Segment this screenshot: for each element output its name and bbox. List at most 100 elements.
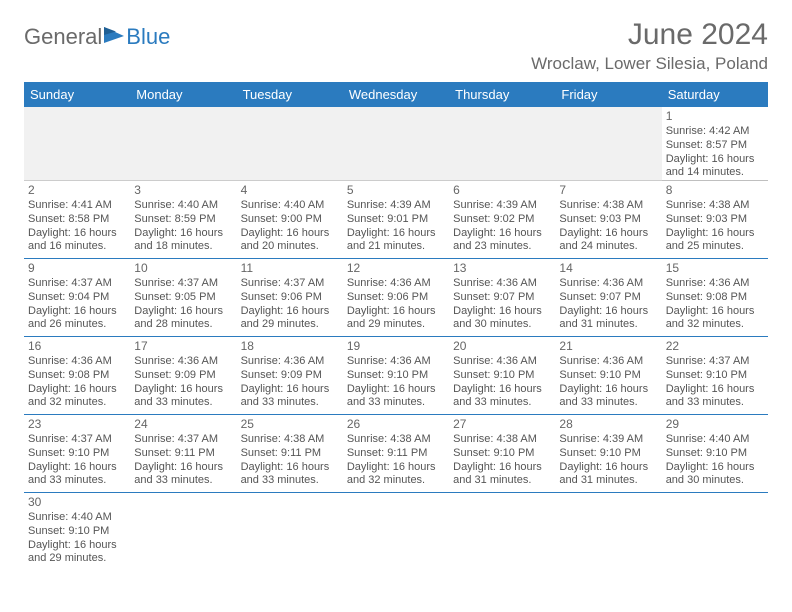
calendar-week-row: 23Sunrise: 4:37 AMSunset: 9:10 PMDayligh… — [24, 415, 768, 493]
daylight-text: Daylight: 16 hours — [28, 305, 126, 319]
sunrise-text: Sunrise: 4:37 AM — [134, 277, 232, 291]
day-number: 24 — [134, 417, 232, 432]
calendar-cell: 16Sunrise: 4:36 AMSunset: 9:08 PMDayligh… — [24, 337, 130, 415]
sunset-text: Sunset: 9:07 PM — [559, 291, 657, 305]
calendar-cell: 1Sunrise: 4:42 AMSunset: 8:57 PMDaylight… — [662, 107, 768, 181]
calendar-week-row: 1Sunrise: 4:42 AMSunset: 8:57 PMDaylight… — [24, 107, 768, 181]
calendar-cell: 13Sunrise: 4:36 AMSunset: 9:07 PMDayligh… — [449, 259, 555, 337]
daylight-text: Daylight: 16 hours — [241, 461, 339, 475]
sunrise-text: Sunrise: 4:36 AM — [347, 355, 445, 369]
day-number: 5 — [347, 183, 445, 198]
sunrise-text: Sunrise: 4:40 AM — [28, 511, 126, 525]
sunset-text: Sunset: 9:07 PM — [453, 291, 551, 305]
calendar-cell: 4Sunrise: 4:40 AMSunset: 9:00 PMDaylight… — [237, 181, 343, 259]
daylight-text: and 23 minutes. — [453, 240, 551, 254]
daylight-text: and 18 minutes. — [134, 240, 232, 254]
daylight-text: Daylight: 16 hours — [28, 539, 126, 553]
sunset-text: Sunset: 8:58 PM — [28, 213, 126, 227]
daylight-text: and 32 minutes. — [347, 474, 445, 488]
sunset-text: Sunset: 9:03 PM — [559, 213, 657, 227]
calendar-cell: 26Sunrise: 4:38 AMSunset: 9:11 PMDayligh… — [343, 415, 449, 493]
month-title: June 2024 — [531, 18, 768, 52]
daylight-text: and 33 minutes. — [241, 396, 339, 410]
day-number: 1 — [666, 109, 764, 124]
daylight-text: Daylight: 16 hours — [666, 305, 764, 319]
day-number: 6 — [453, 183, 551, 198]
sunrise-text: Sunrise: 4:38 AM — [559, 199, 657, 213]
daylight-text: Daylight: 16 hours — [347, 305, 445, 319]
day-number: 28 — [559, 417, 657, 432]
daylight-text: and 24 minutes. — [559, 240, 657, 254]
calendar-cell — [130, 107, 236, 181]
day-number: 25 — [241, 417, 339, 432]
sunrise-text: Sunrise: 4:36 AM — [347, 277, 445, 291]
day-header: Wednesday — [343, 82, 449, 107]
day-number: 4 — [241, 183, 339, 198]
calendar-cell — [555, 493, 661, 571]
calendar-cell: 14Sunrise: 4:36 AMSunset: 9:07 PMDayligh… — [555, 259, 661, 337]
calendar-cell — [449, 107, 555, 181]
sunset-text: Sunset: 9:11 PM — [347, 447, 445, 461]
day-number: 10 — [134, 261, 232, 276]
sunset-text: Sunset: 9:04 PM — [28, 291, 126, 305]
sunset-text: Sunset: 9:10 PM — [28, 525, 126, 539]
daylight-text: and 25 minutes. — [666, 240, 764, 254]
sunset-text: Sunset: 9:10 PM — [453, 369, 551, 383]
sunset-text: Sunset: 9:06 PM — [241, 291, 339, 305]
sunrise-text: Sunrise: 4:38 AM — [241, 433, 339, 447]
calendar-week-row: 2Sunrise: 4:41 AMSunset: 8:58 PMDaylight… — [24, 181, 768, 259]
sunset-text: Sunset: 9:09 PM — [134, 369, 232, 383]
day-number: 2 — [28, 183, 126, 198]
daylight-text: and 14 minutes. — [666, 166, 764, 180]
day-number: 23 — [28, 417, 126, 432]
day-number: 19 — [347, 339, 445, 354]
sunrise-text: Sunrise: 4:36 AM — [241, 355, 339, 369]
calendar-cell — [555, 107, 661, 181]
daylight-text: Daylight: 16 hours — [347, 383, 445, 397]
calendar-cell: 2Sunrise: 4:41 AMSunset: 8:58 PMDaylight… — [24, 181, 130, 259]
sunset-text: Sunset: 9:08 PM — [666, 291, 764, 305]
daylight-text: Daylight: 16 hours — [666, 461, 764, 475]
daylight-text: and 33 minutes. — [134, 474, 232, 488]
day-header: Monday — [130, 82, 236, 107]
calendar-cell: 5Sunrise: 4:39 AMSunset: 9:01 PMDaylight… — [343, 181, 449, 259]
calendar-cell — [130, 493, 236, 571]
calendar-week-row: 30Sunrise: 4:40 AMSunset: 9:10 PMDayligh… — [24, 493, 768, 571]
daylight-text: and 33 minutes. — [347, 396, 445, 410]
daylight-text: Daylight: 16 hours — [241, 383, 339, 397]
day-header: Thursday — [449, 82, 555, 107]
daylight-text: Daylight: 16 hours — [134, 383, 232, 397]
sunrise-text: Sunrise: 4:42 AM — [666, 125, 764, 139]
day-number: 14 — [559, 261, 657, 276]
sunset-text: Sunset: 9:03 PM — [666, 213, 764, 227]
daylight-text: Daylight: 16 hours — [453, 461, 551, 475]
day-number: 29 — [666, 417, 764, 432]
sunset-text: Sunset: 9:00 PM — [241, 213, 339, 227]
sunrise-text: Sunrise: 4:36 AM — [453, 355, 551, 369]
daylight-text: Daylight: 16 hours — [347, 227, 445, 241]
calendar-week-row: 9Sunrise: 4:37 AMSunset: 9:04 PMDaylight… — [24, 259, 768, 337]
location: Wroclaw, Lower Silesia, Poland — [531, 54, 768, 74]
sunrise-text: Sunrise: 4:41 AM — [28, 199, 126, 213]
sunset-text: Sunset: 9:02 PM — [453, 213, 551, 227]
sunset-text: Sunset: 9:11 PM — [241, 447, 339, 461]
logo-flag-icon — [102, 25, 128, 50]
daylight-text: Daylight: 16 hours — [347, 461, 445, 475]
day-number: 26 — [347, 417, 445, 432]
daylight-text: Daylight: 16 hours — [559, 461, 657, 475]
sunset-text: Sunset: 9:10 PM — [666, 369, 764, 383]
header: General Blue June 2024 Wroclaw, Lower Si… — [24, 18, 768, 74]
daylight-text: Daylight: 16 hours — [28, 227, 126, 241]
daylight-text: Daylight: 16 hours — [666, 227, 764, 241]
daylight-text: and 30 minutes. — [453, 318, 551, 332]
calendar-cell — [237, 493, 343, 571]
sunset-text: Sunset: 9:10 PM — [666, 447, 764, 461]
calendar-cell: 23Sunrise: 4:37 AMSunset: 9:10 PMDayligh… — [24, 415, 130, 493]
daylight-text: and 16 minutes. — [28, 240, 126, 254]
calendar-cell: 27Sunrise: 4:38 AMSunset: 9:10 PMDayligh… — [449, 415, 555, 493]
daylight-text: Daylight: 16 hours — [559, 305, 657, 319]
sunset-text: Sunset: 9:10 PM — [347, 369, 445, 383]
sunrise-text: Sunrise: 4:37 AM — [241, 277, 339, 291]
daylight-text: and 33 minutes. — [666, 396, 764, 410]
calendar-cell — [237, 107, 343, 181]
